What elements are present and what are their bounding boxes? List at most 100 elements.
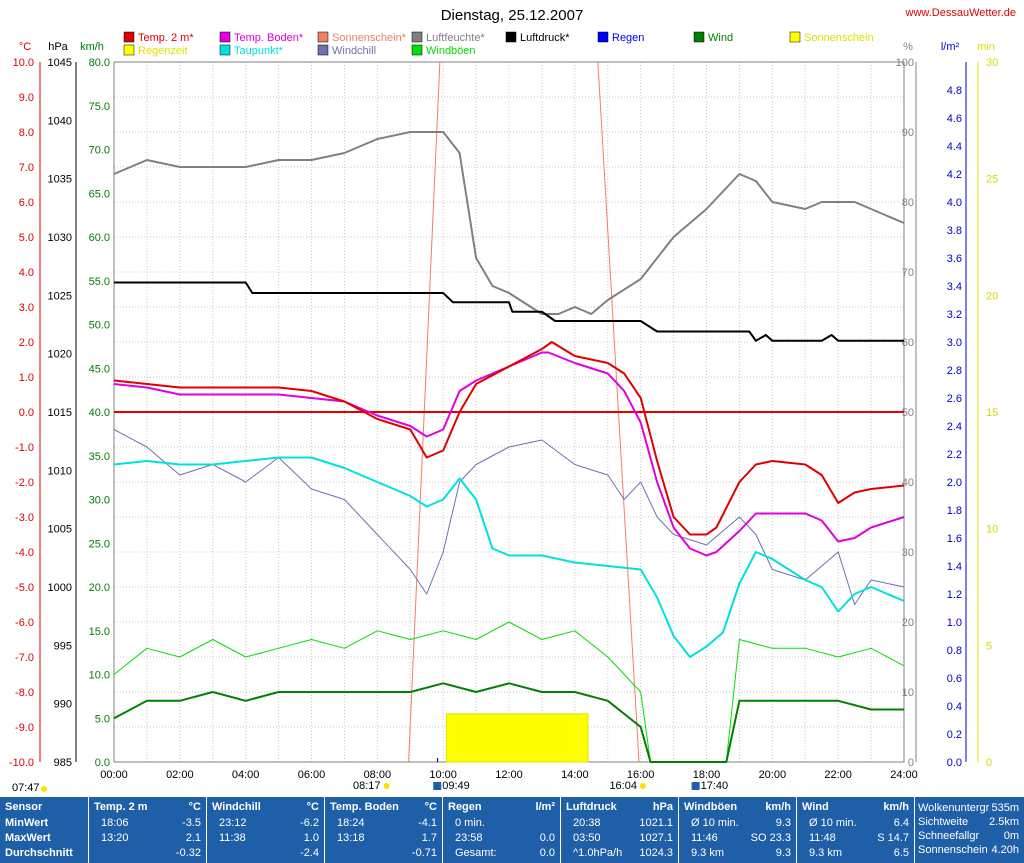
stats-table: Sensor MinWert MaxWert Durchschnitt Temp. 2 …	[0, 797, 1024, 863]
stats-label: Durchschnitt	[5, 847, 73, 859]
stats-label: 0 min.	[455, 817, 485, 829]
wind-tick: 50.0	[89, 320, 110, 332]
stats-value: 2.1	[185, 832, 201, 844]
stats-label: 9.3 km	[809, 847, 843, 859]
temp-tick: -9.0	[15, 722, 34, 734]
stats-label: 20:38	[573, 817, 601, 829]
series-luftfeuchte	[113, 131, 905, 315]
wind-tick: 75.0	[89, 101, 110, 113]
legend: Temp. 2 m* Temp. Boden* Sonnenschein* Luftf…	[123, 31, 874, 57]
stats-heading: Regen	[448, 801, 482, 813]
stats-label: Gesamt:	[455, 847, 497, 859]
time-tick: 12:00	[495, 769, 523, 781]
stats-heading: Sensor	[5, 801, 43, 813]
sun-tick: 30	[986, 57, 998, 69]
time-tick: 04:00	[232, 769, 260, 781]
rain-tick: 0.2	[947, 729, 962, 741]
humidity-unit: %	[903, 41, 913, 53]
rain-tick: 0.4	[947, 701, 962, 713]
stats-section: Regen l/m² 0 min. 23:58 0.0 Gesamt: 0.0	[442, 797, 561, 863]
wind-tick: 15.0	[89, 626, 110, 638]
stats-label: 9.3 km	[691, 847, 725, 859]
rain-tick: 4.8	[947, 85, 962, 97]
rain-tick: 2.0	[947, 477, 962, 489]
legend-swatch	[123, 44, 135, 56]
humidity-tick: 90	[902, 127, 914, 139]
time-tick: 22:00	[824, 769, 852, 781]
sun-tick: 20	[986, 290, 998, 302]
legend-label: Regen	[612, 32, 644, 44]
legend-swatch	[219, 44, 231, 56]
stats-unit: l/m²	[535, 801, 555, 813]
rain-unit: l/m²	[941, 41, 960, 53]
temp-tick: 1.0	[19, 372, 34, 384]
time-tick: 06:00	[298, 769, 326, 781]
legend-swatch	[411, 44, 423, 56]
stats-value: 1021.1	[639, 817, 673, 829]
rain-tick: 3.2	[947, 309, 962, 321]
stats-unit: °C	[306, 801, 319, 813]
rain-tick: 0.6	[947, 673, 962, 685]
temp-tick: 4.0	[19, 267, 34, 279]
temp-tick: -5.0	[15, 582, 34, 594]
stats-label: 13:18	[337, 832, 365, 844]
rain-tick: 4.4	[947, 141, 962, 153]
series-luftdruck	[114, 281, 904, 342]
stats-section: Windböen km/h Ø 10 min. 9.3 11:46 SO 23.3 9.3 …	[678, 797, 797, 863]
stats-label: Ø 10 min.	[809, 817, 857, 829]
legend-label: Wind	[708, 32, 733, 44]
rain-tick: 4.6	[947, 113, 962, 125]
legend-label: Regenzeit	[138, 45, 188, 57]
stats-heading: Windböen	[684, 801, 738, 813]
temp-tick: 6.0	[19, 197, 34, 209]
stats-label: MinWert	[5, 817, 49, 829]
time-markers: 08:17 09:49 16:04 17:40 07:47	[12, 780, 728, 794]
time-tick: 20:00	[759, 769, 787, 781]
legend-swatch	[693, 31, 705, 43]
rain-tick: 1.8	[947, 505, 962, 517]
legend-swatch	[123, 31, 135, 43]
humidity-tick: 20	[902, 617, 914, 629]
wind-tick: 30.0	[89, 495, 110, 507]
pressure-tick: 1020	[48, 349, 72, 361]
stats-unit: °C	[188, 801, 201, 813]
sun-tick: 15	[986, 407, 998, 419]
series-taupunkt	[113, 456, 905, 658]
stats-value: 6.4	[893, 817, 909, 829]
time-tick: 10:00	[429, 769, 457, 781]
axis-labels: °C hPa km/h% l/m² min 10.0 9.0 8.0 7.0 6.0 5.0 4.0 3…	[9, 41, 998, 781]
pressure-tick: 1015	[48, 407, 72, 419]
stats-value: 1.0	[303, 832, 319, 844]
stats-label: 13:20	[101, 832, 129, 844]
legend-swatch	[597, 31, 609, 43]
sun-tick: 25	[986, 174, 998, 186]
stats-value: S 14.7	[877, 832, 909, 844]
stats-value: 9.3	[775, 817, 791, 829]
legend-swatch	[317, 31, 329, 43]
stats-section: Windchill °C 23:12 -6.2 11:38 1.0 -2.4	[206, 797, 325, 863]
rain-tick: 4.0	[947, 197, 962, 209]
temp-tick: 9.0	[19, 92, 34, 104]
legend-swatch	[411, 31, 423, 43]
sunrise-icon	[383, 783, 390, 789]
stats-section: Temp. Boden °C 18:24 -4.1 13:18 1.7 -0.71	[324, 797, 443, 863]
rain-tick: 2.6	[947, 393, 962, 405]
pressure-tick: 1000	[48, 582, 72, 594]
temp-tick: 7.0	[19, 162, 34, 174]
time-tick: 08:00	[364, 769, 392, 781]
site-link[interactable]: www.DessauWetter.de	[905, 7, 1016, 19]
rain-tick: 3.4	[947, 281, 962, 293]
stats-label: 23:12	[219, 817, 247, 829]
stats-section: Temp. 2 m °C 18:06 -3.5 13:20 2.1 -0.32	[88, 797, 207, 863]
legend-swatch	[789, 31, 801, 43]
legend-label: Windböen	[426, 45, 476, 57]
humidity-tick: 60	[902, 337, 914, 349]
sun-tick: 5	[986, 640, 992, 652]
legend-label: Windchill	[332, 45, 376, 57]
stats-heading: Temp. Boden	[330, 801, 399, 813]
stats-value: -0.32	[175, 847, 201, 859]
stats-label: Wolkenuntergr	[918, 802, 990, 814]
temp-tick: 3.0	[19, 302, 34, 314]
stats-label: Sichtweite	[918, 816, 969, 828]
stats-label: 23:58	[455, 832, 483, 844]
